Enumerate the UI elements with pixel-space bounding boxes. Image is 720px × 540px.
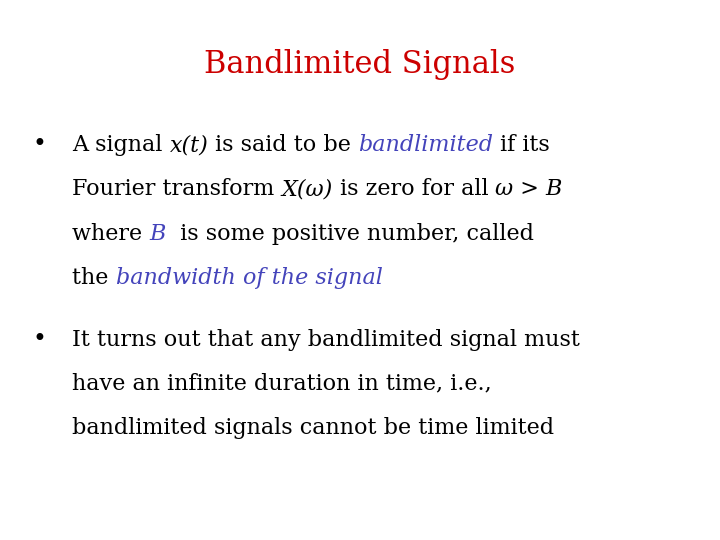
Text: have an infinite duration in time, i.e.,: have an infinite duration in time, i.e., [72,373,492,395]
Text: X​(ω): X​(ω) [282,179,333,200]
Text: is said to be: is said to be [208,134,359,156]
Text: if its: if its [493,134,550,156]
Text: •: • [32,133,47,156]
Text: is some positive number, called: is some positive number, called [166,223,534,245]
Text: Bandlimited Signals: Bandlimited Signals [204,49,516,80]
Text: bandlimited signals cannot be time limited: bandlimited signals cannot be time limit… [72,417,554,439]
Text: B: B [149,223,166,245]
Text: the: the [72,267,115,289]
Text: •: • [32,328,47,350]
Text: bandwidth of the signal: bandwidth of the signal [115,267,382,289]
Text: is zero for all: is zero for all [333,179,495,200]
Text: A signal: A signal [72,134,169,156]
Text: where: where [72,223,149,245]
Text: ω​ > ​B: ω​ > ​B [495,179,563,200]
Text: It turns out that any bandlimited signal must: It turns out that any bandlimited signal… [72,329,580,350]
Text: bandlimited: bandlimited [359,134,493,156]
Text: x(t): x(t) [169,134,208,156]
Text: Fourier transform: Fourier transform [72,179,282,200]
